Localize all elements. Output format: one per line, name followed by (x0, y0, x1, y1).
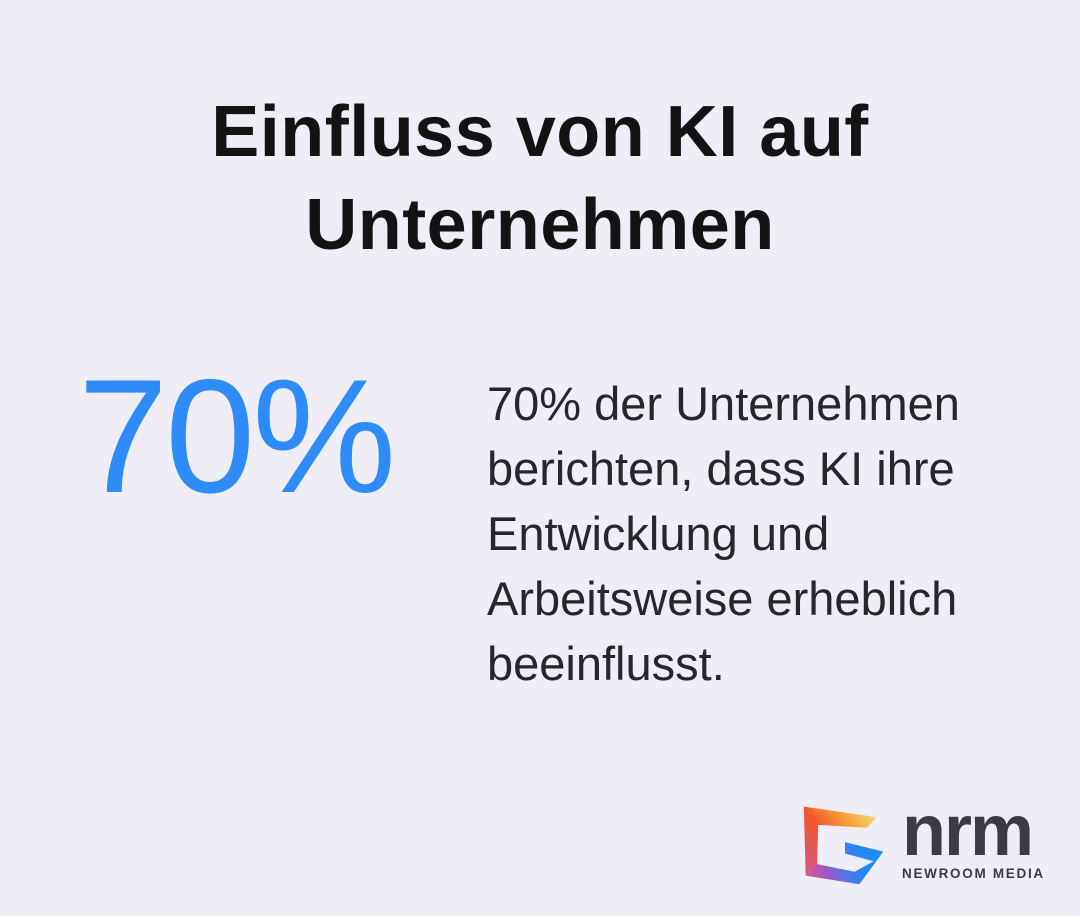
stat-description: 70% der Unternehmen berichten, dass KI i… (487, 371, 992, 696)
bottom-white-strip (0, 916, 1080, 922)
newroom-media-g-icon (803, 806, 884, 885)
stat-description-line: beeinflusst. (487, 637, 725, 690)
stat-description-line: Entwicklung und (487, 507, 830, 560)
stat-description-line: Arbeitsweise erheblich (487, 572, 958, 625)
stat-value: 70% (78, 346, 396, 527)
title-line-1: Einfluss von KI auf (211, 92, 869, 172)
logo-text-block: nrm NEWROOM MEDIA (902, 791, 1045, 881)
stat-description-line: 70% der Unternehmen (487, 377, 960, 430)
logo-subtitle: NEWROOM MEDIA (902, 866, 1045, 881)
brand-logo: nrm NEWROOM MEDIA (799, 791, 1045, 889)
stat-description-line: berichten, dass KI ihre (487, 442, 955, 495)
logo-brand-text: nrm (902, 791, 1034, 871)
page-title: Einfluss von KI auf Unternehmen (0, 86, 1080, 272)
title-line-2: Unternehmen (305, 185, 775, 265)
